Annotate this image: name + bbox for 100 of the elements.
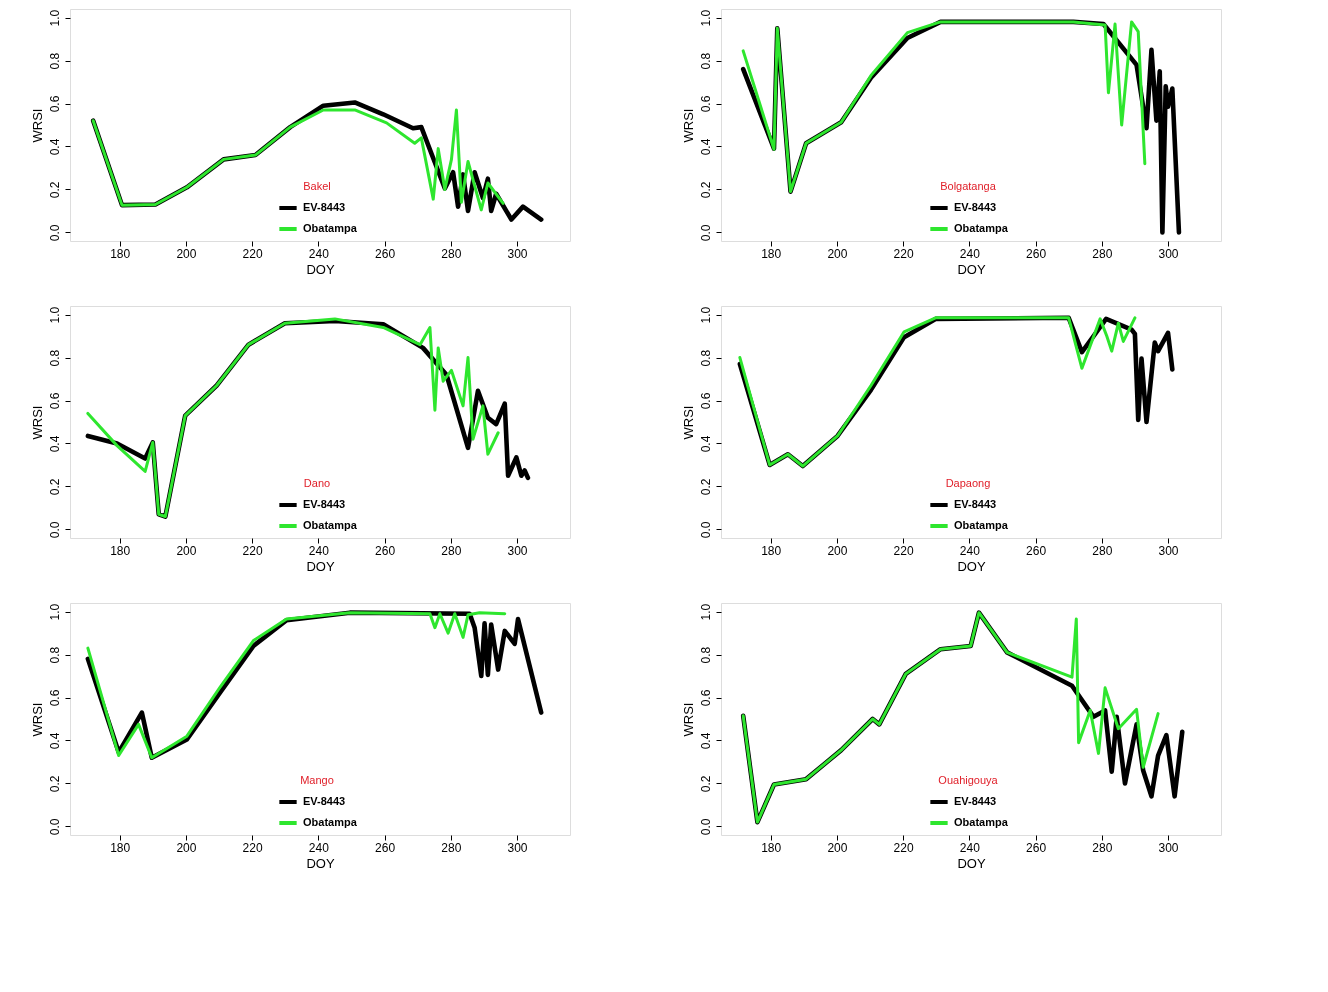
y-tick-label: 0.0 (698, 521, 713, 539)
x-tick-label: 300 (507, 246, 528, 261)
x-tick-label: 260 (375, 840, 396, 855)
y-tick-label: 0.2 (47, 181, 62, 199)
x-tick-label: 280 (1092, 246, 1113, 261)
x-tick-label: 240 (308, 840, 330, 855)
y-tick-label: 0.2 (47, 478, 62, 496)
x-tick-label: 280 (441, 840, 462, 855)
legend-title: Dano (303, 477, 331, 489)
legend-label: EV-8443 (954, 201, 997, 213)
x-tick-label: 300 (1158, 840, 1179, 855)
x-axis-title: DOY (957, 855, 986, 871)
y-tick-label: 0.8 (47, 646, 62, 664)
legend-label: Obatampa (303, 816, 358, 828)
x-tick-label: 220 (893, 246, 914, 261)
x-tick-label: 220 (893, 543, 914, 558)
y-tick-label: 0.6 (698, 392, 713, 410)
x-tick-label: 200 (176, 840, 197, 855)
x-tick-label: 240 (959, 840, 981, 855)
x-tick-label: 260 (1026, 246, 1047, 261)
y-axis-title: WRSI (29, 702, 45, 737)
y-tick-label: 0.6 (47, 95, 62, 113)
x-tick-label: 180 (761, 840, 782, 855)
x-tick-label: 200 (827, 840, 848, 855)
y-tick-label: 0.2 (47, 775, 62, 793)
x-tick-label: 200 (827, 246, 848, 261)
y-tick-label: 1.0 (47, 603, 62, 621)
legend-title: Ouahigouya (938, 774, 999, 786)
y-tick-label: 0.2 (698, 478, 713, 496)
x-tick-label: 200 (827, 543, 848, 558)
y-tick-label: 0.8 (47, 349, 62, 367)
y-tick-label: 1.0 (698, 9, 713, 27)
y-axis-title: WRSI (29, 405, 45, 440)
legend-label: Obatampa (954, 519, 1009, 531)
y-tick-label: 1.0 (47, 306, 62, 324)
y-tick-label: 0.6 (698, 689, 713, 707)
x-tick-label: 280 (441, 246, 462, 261)
legend-label: EV-8443 (303, 201, 346, 213)
x-tick-label: 260 (1026, 543, 1047, 558)
y-tick-label: 0.8 (47, 52, 62, 70)
y-tick-label: 0.0 (698, 818, 713, 836)
x-tick-label: 280 (441, 543, 462, 558)
y-axis-title: WRSI (680, 405, 696, 440)
x-tick-label: 200 (176, 543, 197, 558)
y-tick-label: 1.0 (698, 603, 713, 621)
legend-title: Bolgatanga (940, 180, 997, 192)
y-tick-label: 0.4 (47, 138, 62, 156)
x-tick-label: 180 (110, 246, 131, 261)
x-tick-label: 260 (1026, 840, 1047, 855)
x-axis-title: DOY (957, 558, 986, 574)
y-tick-label: 0.6 (47, 689, 62, 707)
y-tick-label: 0.6 (47, 392, 62, 410)
x-tick-label: 260 (375, 543, 396, 558)
legend-label: Obatampa (303, 519, 358, 531)
x-tick-label: 180 (110, 840, 131, 855)
y-tick-label: 0.0 (47, 521, 62, 539)
legend-label: EV-8443 (303, 795, 346, 807)
x-tick-label: 300 (1158, 543, 1179, 558)
x-tick-label: 220 (242, 543, 263, 558)
x-tick-label: 300 (507, 543, 528, 558)
y-tick-label: 0.8 (698, 52, 713, 70)
legend-label: EV-8443 (303, 498, 346, 510)
x-tick-label: 220 (242, 246, 263, 261)
x-tick-label: 220 (242, 840, 263, 855)
y-tick-label: 0.8 (698, 646, 713, 664)
x-tick-label: 280 (1092, 543, 1113, 558)
legend-label: Obatampa (954, 222, 1009, 234)
x-tick-label: 180 (761, 246, 782, 261)
y-tick-label: 0.4 (698, 435, 713, 453)
x-tick-label: 240 (308, 246, 330, 261)
x-tick-label: 240 (959, 543, 981, 558)
x-tick-label: 300 (507, 840, 528, 855)
legend-label: EV-8443 (954, 795, 997, 807)
y-tick-label: 0.0 (47, 818, 62, 836)
x-tick-label: 260 (375, 246, 396, 261)
x-axis-title: DOY (306, 558, 335, 574)
y-tick-label: 0.2 (698, 181, 713, 199)
x-tick-label: 180 (110, 543, 131, 558)
y-axis-title: WRSI (29, 108, 45, 143)
y-tick-label: 0.0 (698, 224, 713, 242)
x-tick-label: 220 (893, 840, 914, 855)
x-tick-label: 240 (308, 543, 330, 558)
x-tick-label: 180 (761, 543, 782, 558)
x-tick-label: 240 (959, 246, 981, 261)
legend-title: Mango (300, 774, 334, 786)
y-tick-label: 0.4 (47, 435, 62, 453)
legend-label: Obatampa (303, 222, 358, 234)
y-axis-title: WRSI (680, 702, 696, 737)
x-tick-label: 200 (176, 246, 197, 261)
x-tick-label: 280 (1092, 840, 1113, 855)
x-axis-title: DOY (957, 261, 986, 277)
y-tick-label: 1.0 (47, 9, 62, 27)
y-tick-label: 1.0 (698, 306, 713, 324)
x-axis-title: DOY (306, 261, 335, 277)
legend-label: Obatampa (954, 816, 1009, 828)
y-tick-label: 0.0 (47, 224, 62, 242)
y-tick-label: 0.4 (698, 732, 713, 750)
x-tick-label: 300 (1158, 246, 1179, 261)
legend-title: Dapaong (945, 477, 991, 489)
y-tick-label: 0.2 (698, 775, 713, 793)
